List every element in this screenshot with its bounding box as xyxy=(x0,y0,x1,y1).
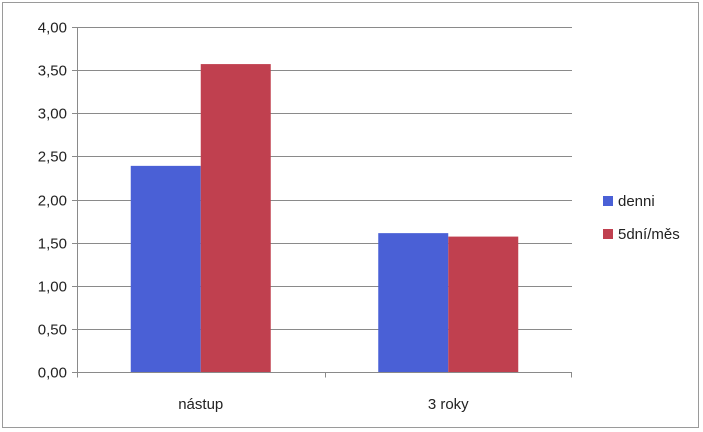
y-tick-label: 0,50 xyxy=(38,322,67,339)
y-tick-label: 2,00 xyxy=(38,193,67,210)
y-tick-label: 3,50 xyxy=(38,63,67,80)
legend: denni 5dní/měs xyxy=(603,193,680,243)
x-category-label: 3 roky xyxy=(428,396,469,413)
y-tick-label: 0,00 xyxy=(38,365,67,382)
bar-denni-3 roky xyxy=(378,233,449,372)
bar-denni-nástup xyxy=(130,165,201,372)
chart-frame xyxy=(2,2,699,428)
bar-5dní/měs-nástup xyxy=(200,64,271,373)
y-tick-label: 1,00 xyxy=(38,279,67,296)
y-tick-label: 4,00 xyxy=(38,20,67,37)
bar-5dní/měs-3 roky xyxy=(448,236,519,372)
y-tick-label: 2,50 xyxy=(38,149,67,166)
legend-label-5dní/měs: 5dní/měs xyxy=(618,226,680,243)
y-axis: 0,00 0,50 1,00 1,50 2,00 2,50 3,00 3,50 4,00 xyxy=(38,20,78,382)
legend-swatch-5dní/měs xyxy=(603,229,613,239)
x-category-label: nástup xyxy=(178,396,223,413)
y-tick-label: 1,50 xyxy=(38,236,67,253)
legend-label-denni: denni xyxy=(618,193,655,210)
y-tick-label: 3,00 xyxy=(38,106,67,123)
x-axis: nástup 3 roky xyxy=(77,372,572,413)
bars xyxy=(130,64,519,373)
legend-swatch-denni xyxy=(603,196,613,206)
